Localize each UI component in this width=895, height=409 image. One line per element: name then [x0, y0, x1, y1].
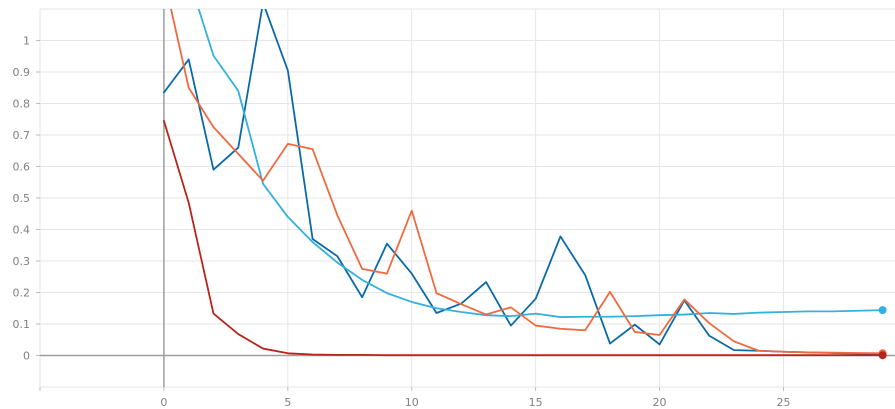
- y-tick-label: 0: [23, 350, 30, 363]
- y-tick-label: 0.7: [13, 129, 31, 142]
- y-tick-label: 0.1: [13, 318, 31, 331]
- y-tick-label: 0.3: [13, 255, 31, 268]
- x-tick-label: 10: [405, 396, 419, 409]
- series-line-3: [170, 9, 884, 355]
- x-tick-label: 25: [776, 396, 790, 409]
- y-tick-label: 0.5: [13, 192, 31, 205]
- series-4-end-marker[interactable]: [878, 351, 887, 360]
- series-line-4: [163, 119, 884, 357]
- series-end-markers: [878, 306, 887, 360]
- tick-labels: 00.10.20.30.40.50.60.70.80.910 5 10 15 20 25: [13, 35, 791, 409]
- x-tick-label: 15: [529, 396, 543, 409]
- y-tick-label: 0.8: [13, 98, 31, 111]
- series-line-1: [163, 9, 884, 355]
- grid: [39, 8, 895, 388]
- series-2-end-marker[interactable]: [878, 306, 887, 315]
- y-tick-label: 0.2: [13, 287, 31, 300]
- series-lines: [163, 9, 884, 357]
- x-tick-label: 20: [653, 396, 667, 409]
- y-tick-label: 1: [23, 35, 30, 48]
- series-line-2: [197, 9, 884, 318]
- y-tick-label: 0.4: [13, 224, 31, 237]
- y-tick-label: 0.9: [13, 66, 31, 79]
- y-tick-label: 0.6: [13, 161, 31, 174]
- x-tick-label: 5: [284, 396, 291, 409]
- x-tick-label: 0: [160, 396, 167, 409]
